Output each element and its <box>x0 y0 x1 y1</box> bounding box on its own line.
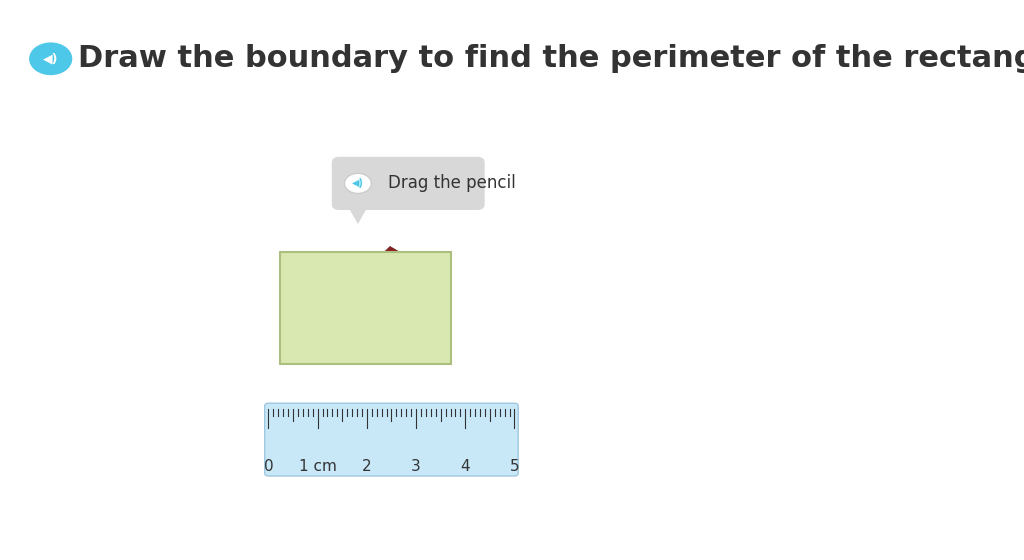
Text: ◀): ◀) <box>43 52 58 66</box>
Polygon shape <box>379 246 411 269</box>
Circle shape <box>344 174 372 194</box>
Text: Drag the pencil: Drag the pencil <box>388 174 515 193</box>
FancyBboxPatch shape <box>332 157 484 210</box>
Polygon shape <box>347 204 369 224</box>
Text: 4: 4 <box>461 459 470 474</box>
Polygon shape <box>286 359 290 363</box>
FancyBboxPatch shape <box>280 252 452 364</box>
Text: ◀): ◀) <box>352 179 364 188</box>
Text: Draw the boundary to find the perimeter of the rectangle: Draw the boundary to find the perimeter … <box>78 44 1024 73</box>
Polygon shape <box>287 263 393 358</box>
Polygon shape <box>289 264 378 349</box>
FancyBboxPatch shape <box>265 403 518 476</box>
Text: 0: 0 <box>263 459 273 474</box>
Text: 2: 2 <box>362 459 372 474</box>
Text: 3: 3 <box>412 459 421 474</box>
Polygon shape <box>286 348 304 363</box>
Polygon shape <box>373 258 399 275</box>
Text: 1 cm: 1 cm <box>299 459 337 474</box>
Circle shape <box>30 43 72 74</box>
Text: 5: 5 <box>510 459 519 474</box>
